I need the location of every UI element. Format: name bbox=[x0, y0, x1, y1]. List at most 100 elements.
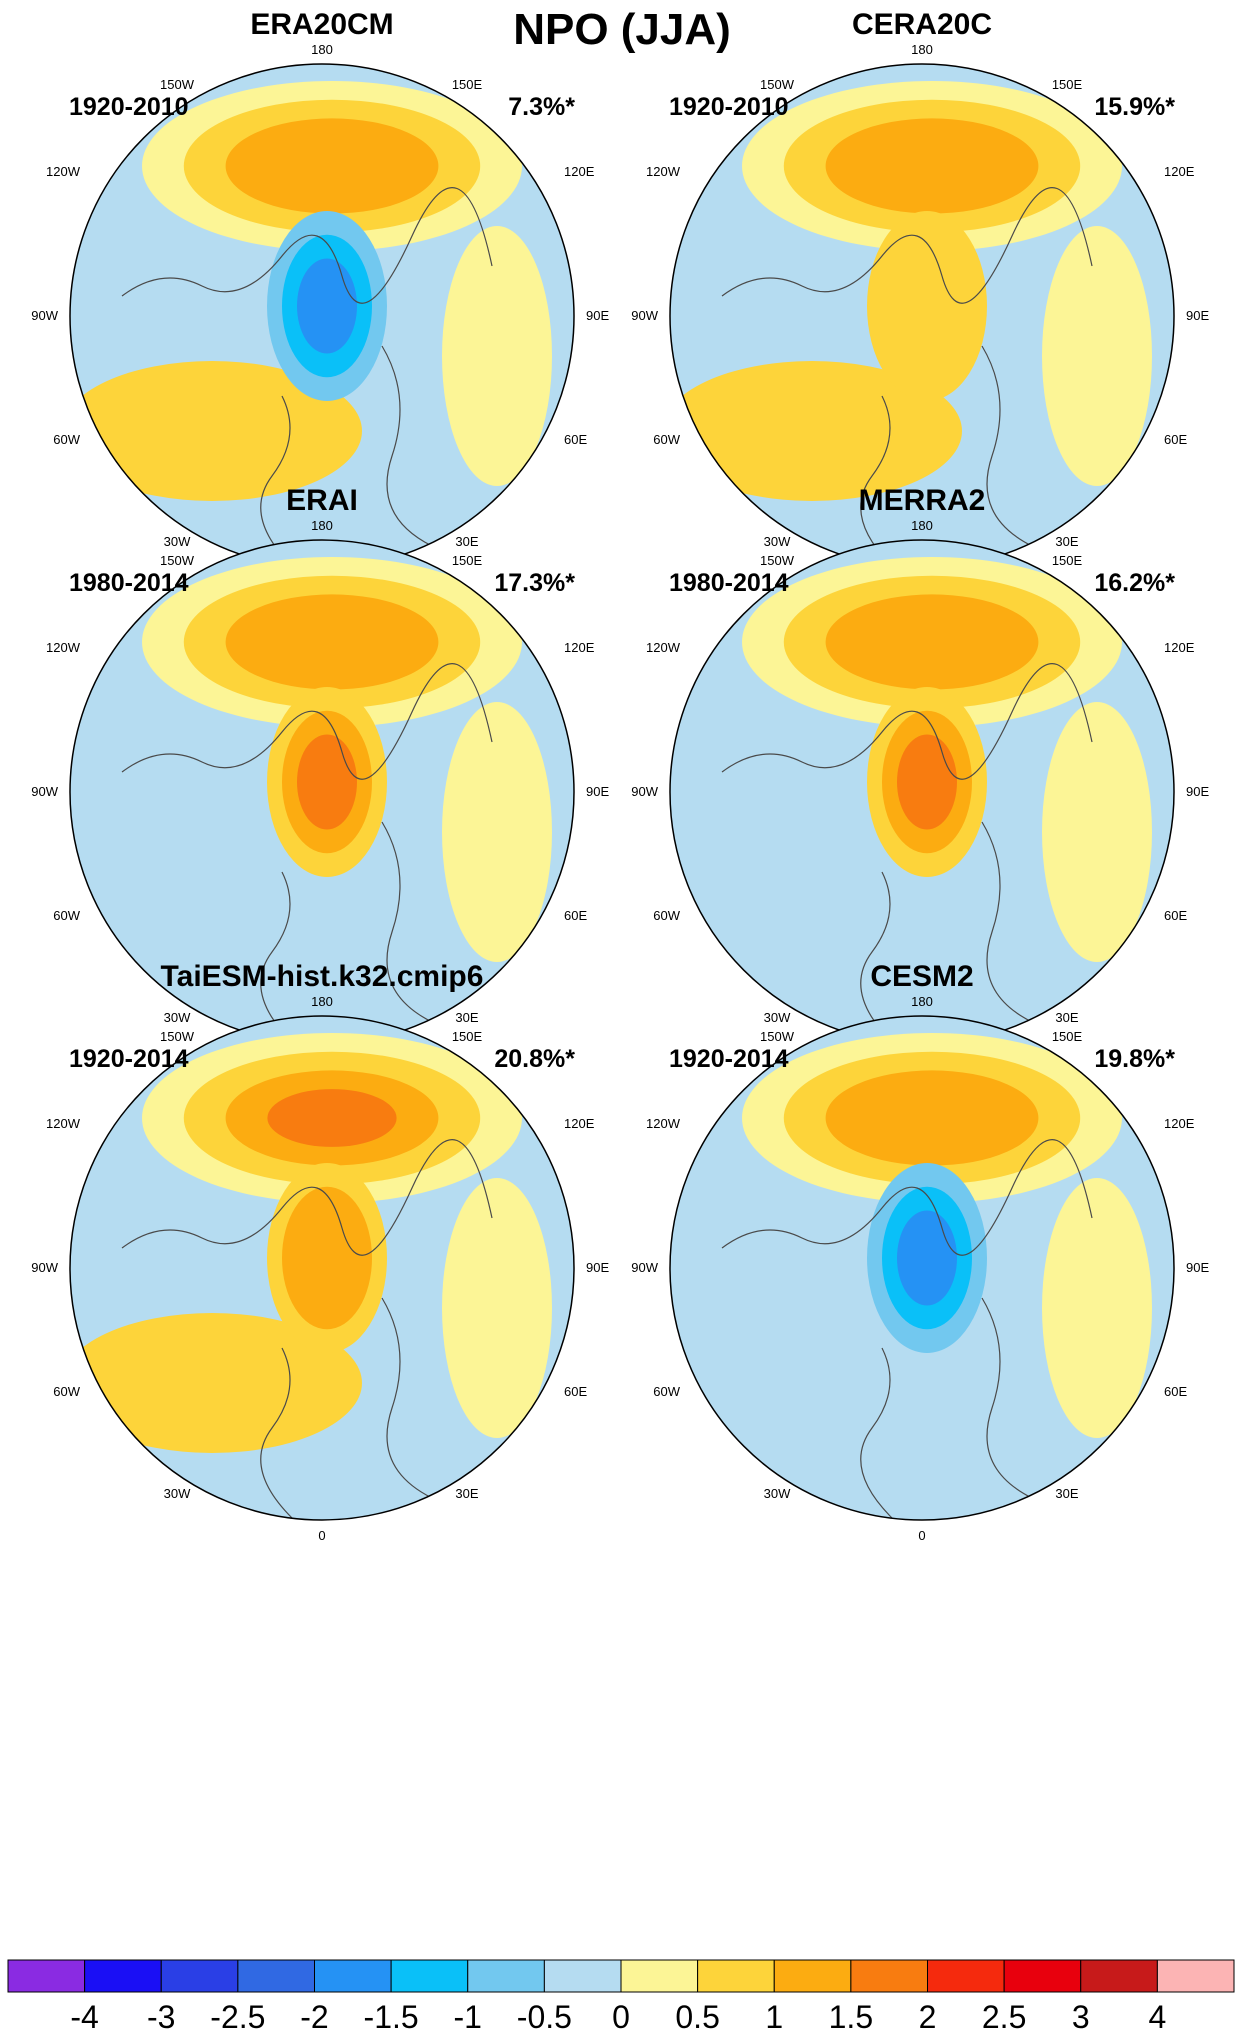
longitude-label: 90E bbox=[1186, 784, 1209, 799]
longitude-label: 150E bbox=[452, 1029, 483, 1044]
longitude-label: 30E bbox=[455, 1486, 478, 1501]
colorbar-tick-label: 0.5 bbox=[675, 1999, 719, 2035]
map-panel: TaiESM-hist.k32.cmip6 1920-2014 20.8%* 180 0… bbox=[31, 960, 609, 1543]
longitude-label: 150E bbox=[452, 77, 483, 92]
colorbar-swatch bbox=[773, 1959, 852, 1993]
longitude-label: 120E bbox=[564, 164, 595, 179]
pacific-anomaly-contour bbox=[225, 118, 439, 214]
colorbar-swatch bbox=[314, 1959, 392, 1993]
coastline bbox=[260, 395, 293, 567]
longitude-label: 30W bbox=[764, 534, 791, 549]
longitude-label: 150W bbox=[160, 1029, 195, 1044]
coastline bbox=[260, 871, 293, 1043]
coastline bbox=[381, 821, 433, 1023]
panel-variance: 15.9%* bbox=[1094, 93, 1175, 121]
colorbar-tick-label: -3 bbox=[147, 1999, 175, 2035]
map-panel: MERRA21980-201416.2%*180090W90E150W150E1… bbox=[631, 484, 1209, 1067]
longitude-label: 120E bbox=[1164, 640, 1195, 655]
colorbar-swatch bbox=[927, 1959, 1005, 1993]
coastline bbox=[981, 821, 1033, 1023]
panel-variance: 19.8%* bbox=[1094, 1045, 1175, 1073]
longitude-label: 90E bbox=[1186, 308, 1209, 323]
map-field bbox=[670, 540, 1174, 1044]
colorbar-tick-label: 0 bbox=[612, 1999, 630, 2035]
colorbar-swatch bbox=[850, 1959, 928, 1993]
map-boundary bbox=[69, 1015, 575, 1521]
colorbar: -4 -3 -2.5 -2 -1.5 -1 -0.5 0 0.5 1 1.5 2 2.5 3 4 bbox=[7, 1959, 1235, 2035]
panel-title: ERA20CM bbox=[250, 8, 393, 41]
longitude-label: 90E bbox=[586, 308, 609, 323]
colorbar-tick-label: 1.5 bbox=[829, 1999, 873, 2035]
coastline bbox=[121, 1139, 493, 1256]
colorbar-tick-label: -4 bbox=[70, 1999, 98, 2035]
longitude-label: 150E bbox=[1052, 1029, 1083, 1044]
panel-period: 1980-2014 bbox=[669, 569, 789, 597]
coastline bbox=[381, 345, 433, 547]
longitude-label: 120W bbox=[46, 164, 81, 179]
coastline bbox=[260, 1347, 293, 1519]
coastline bbox=[981, 1297, 1033, 1499]
longitude-label: 30E bbox=[455, 1010, 478, 1025]
atlantic-anomaly-contour bbox=[70, 361, 362, 501]
panel-title: MERRA2 bbox=[859, 484, 986, 517]
colorbar-tick-label: 4 bbox=[1148, 1999, 1166, 2035]
longitude-label: 150W bbox=[760, 1029, 795, 1044]
longitude-label: 180 bbox=[311, 518, 333, 533]
polar-anomaly-contour bbox=[297, 734, 357, 830]
longitude-label: 60E bbox=[564, 432, 587, 447]
polar-anomaly-contour bbox=[282, 1186, 372, 1330]
colorbar-tick-label: 2.5 bbox=[982, 1999, 1026, 2035]
map-field bbox=[70, 64, 574, 568]
map-field bbox=[70, 1016, 574, 1520]
coastline bbox=[721, 663, 1093, 780]
longitude-label: 60E bbox=[1164, 1384, 1187, 1399]
longitude-label: 60W bbox=[53, 1384, 80, 1399]
colorbar-tick-label: -2.5 bbox=[210, 1999, 265, 2035]
colorbar-swatch bbox=[467, 1959, 545, 1993]
longitude-label: 150E bbox=[452, 553, 483, 568]
longitude-label: 90E bbox=[586, 784, 609, 799]
panel-variance: 16.2%* bbox=[1094, 569, 1175, 597]
longitude-label: 180 bbox=[911, 42, 933, 57]
colorbar-swatch bbox=[620, 1959, 699, 1993]
longitude-label: 90E bbox=[586, 1260, 609, 1275]
longitude-label: 90W bbox=[631, 784, 658, 799]
eurasia-anomaly-contour bbox=[442, 1178, 552, 1438]
pacific-anomaly-contour bbox=[267, 1089, 397, 1147]
longitude-label: 150W bbox=[160, 77, 195, 92]
longitude-label: 150W bbox=[160, 553, 195, 568]
longitude-label: 90W bbox=[31, 308, 58, 323]
panel-period: 1920-2010 bbox=[669, 93, 789, 121]
longitude-label: 60E bbox=[1164, 908, 1187, 923]
panel-variance: 20.8%* bbox=[494, 1045, 575, 1073]
longitude-label: 180 bbox=[311, 994, 333, 1009]
eurasia-anomaly-contour bbox=[1042, 1178, 1152, 1438]
panel-title: CESM2 bbox=[870, 960, 973, 993]
longitude-label: 120W bbox=[646, 164, 681, 179]
coastline bbox=[721, 1139, 1093, 1256]
longitude-label: 30W bbox=[164, 534, 191, 549]
panel-period: 1980-2014 bbox=[69, 569, 189, 597]
longitude-label: 120E bbox=[1164, 1116, 1195, 1131]
eurasia-anomaly-contour bbox=[1042, 702, 1152, 962]
longitude-label: 0 bbox=[918, 1528, 925, 1543]
longitude-label: 120E bbox=[564, 1116, 595, 1131]
longitude-label: 120W bbox=[646, 640, 681, 655]
longitude-label: 30W bbox=[164, 1010, 191, 1025]
coastline bbox=[981, 345, 1033, 547]
longitude-label: 60E bbox=[1164, 432, 1187, 447]
coastline bbox=[860, 1347, 893, 1519]
coastline bbox=[121, 663, 493, 780]
longitude-label: 150W bbox=[760, 77, 795, 92]
colorbar-swatch bbox=[84, 1959, 162, 1993]
polar-anomaly-contour bbox=[897, 734, 957, 830]
colorbar-swatch bbox=[697, 1959, 775, 1993]
colorbar-swatch bbox=[160, 1959, 239, 1993]
longitude-label: 30E bbox=[455, 534, 478, 549]
longitude-label: 30E bbox=[1055, 534, 1078, 549]
colorbar-tick-label: -1.5 bbox=[364, 1999, 419, 2035]
panel-variance: 17.3%* bbox=[494, 569, 575, 597]
map-panel: ERA20CM1920-20107.3%*180090W90E150W150E1… bbox=[31, 8, 609, 591]
longitude-label: 0 bbox=[318, 1528, 325, 1543]
panel-title: ERAI bbox=[286, 484, 358, 517]
